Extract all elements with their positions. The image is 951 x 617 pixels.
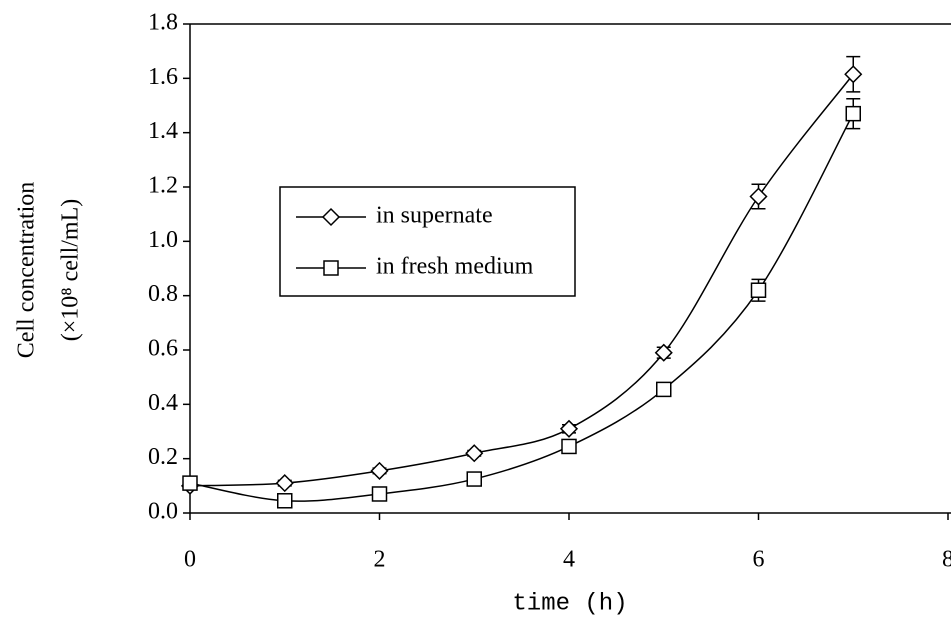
x-tick-label: 2 <box>374 547 386 573</box>
legend-marker <box>323 260 339 276</box>
x-tick-label: 8 <box>942 547 951 573</box>
y-tick-label: 1.6 <box>148 64 178 90</box>
y-axis-title: Cell concentration <box>14 182 40 359</box>
series-line <box>189 113 854 502</box>
data-point <box>750 282 767 298</box>
y-tick-label: 0.2 <box>148 444 178 470</box>
y-tick-label: 0.4 <box>148 390 178 416</box>
data-point <box>371 486 388 502</box>
data-point <box>844 65 863 84</box>
x-tick-label: 4 <box>563 547 575 573</box>
data-point <box>465 444 484 463</box>
data-point <box>275 474 294 493</box>
data-point <box>182 475 198 491</box>
legend-label: in supernate <box>376 203 493 229</box>
data-point <box>277 493 293 509</box>
y-tick-label: 0.0 <box>148 499 178 525</box>
y-tick-label: 0.6 <box>148 336 178 362</box>
y-tick-label: 1.4 <box>148 118 178 144</box>
x-tick-label: 6 <box>753 547 765 573</box>
legend <box>279 186 576 297</box>
y-tick-label: 1.2 <box>148 173 178 199</box>
data-point <box>845 105 861 122</box>
data-point <box>654 343 673 362</box>
x-tick-label: 0 <box>184 547 196 573</box>
data-point <box>559 419 579 438</box>
data-point <box>561 438 577 455</box>
y-tick-label: 0.8 <box>148 281 178 307</box>
y-tick-label: 1.8 <box>148 10 178 36</box>
x-axis-title: time (h) <box>512 590 627 617</box>
data-point <box>370 461 389 480</box>
data-point <box>466 471 482 487</box>
y-axis-title: (×10⁸ cell/mL) <box>58 199 84 342</box>
data-point <box>656 381 672 398</box>
data-point <box>749 187 768 206</box>
legend-marker <box>321 207 341 227</box>
y-tick-label: 1.0 <box>148 227 178 253</box>
legend-label: in fresh medium <box>376 254 534 280</box>
